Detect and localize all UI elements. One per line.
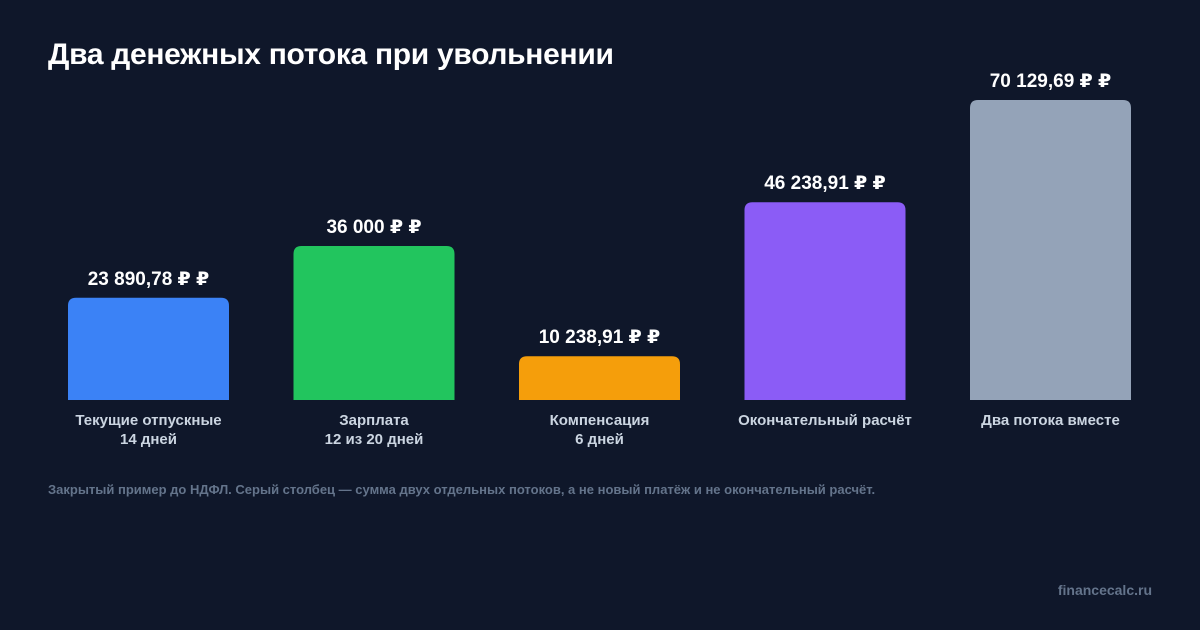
category-label-4: Окончательный расчёт <box>738 412 912 429</box>
category-label-1: Текущие отпускные <box>75 412 221 429</box>
chart-title: Два денежных потока при увольнении <box>48 38 614 71</box>
value-label-1: 23 890,78 ₽ ₽ <box>88 269 210 290</box>
category-label-5: Два потока вместе <box>981 412 1120 429</box>
category-sublabel-1: 14 дней <box>120 431 177 448</box>
bar-1 <box>68 297 229 400</box>
footer-brand: financecalc.ru <box>1057 582 1152 598</box>
bar-4 <box>744 202 906 400</box>
bar-2 <box>293 245 455 400</box>
category-sublabel-2: 12 из 20 дней <box>325 431 424 448</box>
value-label-3: 10 238,91 ₽ ₽ <box>539 327 661 348</box>
category-label-2: Зарплата <box>339 412 409 429</box>
bar-3 <box>519 356 680 400</box>
bar-5 <box>970 100 1131 400</box>
category-label-3: Компенсация <box>550 412 650 429</box>
value-label-5: 70 129,69 ₽ ₽ <box>990 71 1112 92</box>
value-label-4: 46 238,91 ₽ ₽ <box>764 173 886 194</box>
chart-note: Закрытый пример до НДФЛ. Серый столбец —… <box>48 482 876 497</box>
category-sublabel-3: 6 дней <box>575 431 624 448</box>
value-label-2: 36 000 ₽ ₽ <box>326 217 421 238</box>
